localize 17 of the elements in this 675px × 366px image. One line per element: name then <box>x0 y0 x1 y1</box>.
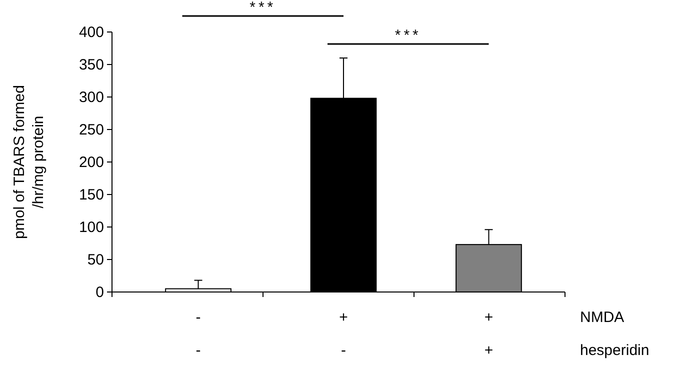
y-tick-label: 50 <box>87 252 104 268</box>
text: hesperidin <box>580 342 650 359</box>
y-axis-title: pmol of TBARS formed /hr/mg protein <box>11 85 47 239</box>
text: *** <box>250 0 276 16</box>
x-tick-label: + + <box>484 309 494 359</box>
y-tick-label: 250 <box>78 122 104 138</box>
y-tick-label: 100 <box>78 219 104 236</box>
y-tick-label: 200 <box>78 154 104 171</box>
x-tick-label: + - <box>339 309 348 359</box>
text: NMDA <box>580 309 624 326</box>
x-tick-label: - - <box>196 309 201 359</box>
annotation: *** <box>394 27 422 44</box>
y-tick-label: 350 <box>78 56 104 74</box>
y-tick-label: 300 <box>78 89 104 106</box>
y-tick-label: 400 <box>78 24 104 41</box>
y-tick-label: 150 <box>78 186 104 204</box>
y-tick-label: 0 <box>96 284 104 301</box>
